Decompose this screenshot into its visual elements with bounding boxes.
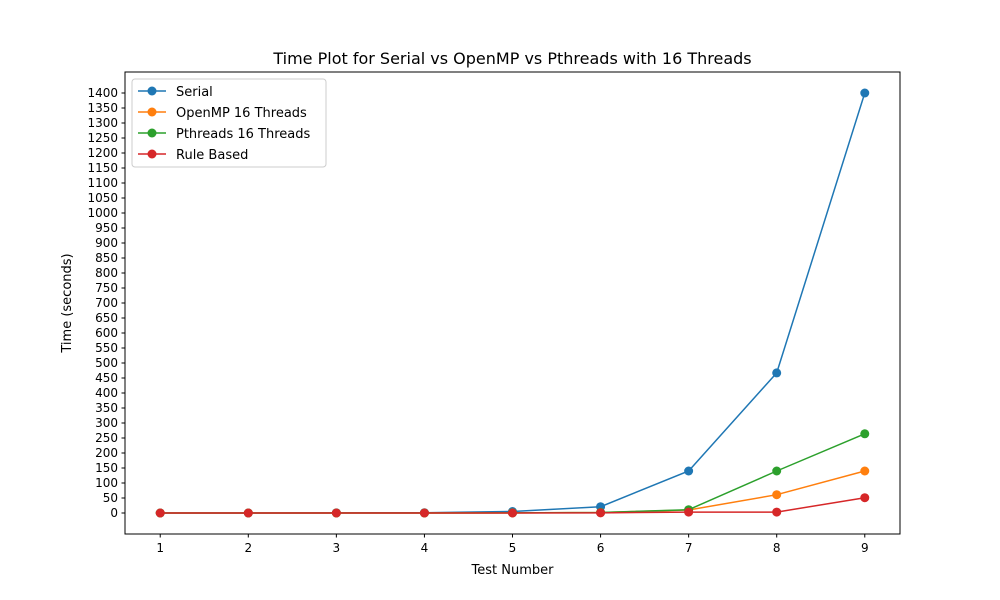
y-tick-label: 1350 [87,101,118,115]
y-axis-label: Time (seconds) [60,253,75,353]
legend-entry-label: Serial [176,85,213,100]
data-point-rule-based [508,508,517,518]
y-tick-label: 500 [95,356,118,370]
x-tick-label: 5 [509,541,517,555]
legend-swatch-marker [147,86,157,96]
y-tick-label: 550 [95,341,118,355]
y-tick-label: 100 [95,476,118,490]
x-tick-label: 6 [597,541,605,555]
legend-swatch-marker [147,107,157,117]
y-tick-label: 200 [95,446,118,460]
data-point-rule-based [684,507,694,517]
chart-title: Time Plot for Serial vs OpenMP vs Pthrea… [272,49,751,68]
legend-entry-label: Pthreads 16 Threads [176,127,310,142]
data-point-rule-based [243,508,253,518]
y-tick-label: 150 [95,461,118,475]
series-layer [155,88,870,518]
legend-swatch-marker [147,128,157,138]
data-point-serial [684,466,694,476]
data-point-openmp-16-threads [860,466,870,476]
y-tick-label: 1000 [87,206,118,220]
y-axis-ticks: 0501001502002503003504004505005506006507… [87,86,125,520]
y-tick-label: 450 [95,371,118,385]
y-tick-label: 700 [95,296,118,310]
y-tick-label: 350 [95,401,118,415]
data-point-rule-based [596,508,606,518]
data-point-rule-based [331,508,341,518]
data-point-pthreads-16-threads [772,466,782,476]
series-line-pthreads-16-threads [160,433,866,514]
x-tick-label: 3 [333,541,341,555]
y-tick-label: 1200 [87,146,118,160]
x-tick-label: 9 [861,541,869,555]
legend-entry-label: Rule Based [176,148,248,163]
data-point-pthreads-16-threads [860,429,870,439]
legend: Serial OpenMP 16 Threads Pthreads 16 Threa… [131,78,327,168]
series-line-openmp-16-threads [160,470,865,514]
data-point-rule-based [155,508,165,518]
y-tick-label: 250 [95,431,118,445]
legend-entry-label: OpenMP 16 Threads [176,106,307,121]
y-tick-label: 300 [95,416,118,430]
y-tick-label: 950 [95,221,118,235]
x-tick-label: 1 [156,541,164,555]
data-point-rule-based [419,508,429,518]
y-tick-label: 900 [95,236,118,250]
x-axis-ticks: 1 2 3 4 5 6 7 8 9 [156,534,869,555]
y-tick-label: 0 [110,506,118,520]
y-tick-label: 800 [95,266,118,280]
x-tick-label: 4 [421,541,429,555]
x-tick-label: 8 [773,541,781,555]
data-point-serial [772,368,782,378]
y-tick-label: 1300 [87,116,118,130]
y-tick-label: 600 [95,326,118,340]
data-point-rule-based [772,507,782,517]
y-tick-label: 850 [95,251,118,265]
x-axis-label: Test Number [471,563,555,578]
x-tick-label: 2 [244,541,252,555]
y-tick-label: 1150 [87,161,118,175]
y-tick-label: 1250 [87,131,118,145]
y-tick-label: 1050 [87,191,118,205]
legend-swatch-marker [147,149,157,159]
x-tick-label: 7 [685,541,693,555]
y-tick-label: 650 [95,311,118,325]
data-point-serial [860,88,870,98]
y-tick-label: 1100 [87,176,118,190]
y-tick-label: 750 [95,281,118,295]
legend-box [131,78,327,168]
y-tick-label: 1400 [87,86,118,100]
y-tick-label: 50 [103,491,118,505]
data-point-rule-based [860,493,870,503]
y-tick-label: 400 [95,386,118,400]
data-point-openmp-16-threads [772,490,782,500]
